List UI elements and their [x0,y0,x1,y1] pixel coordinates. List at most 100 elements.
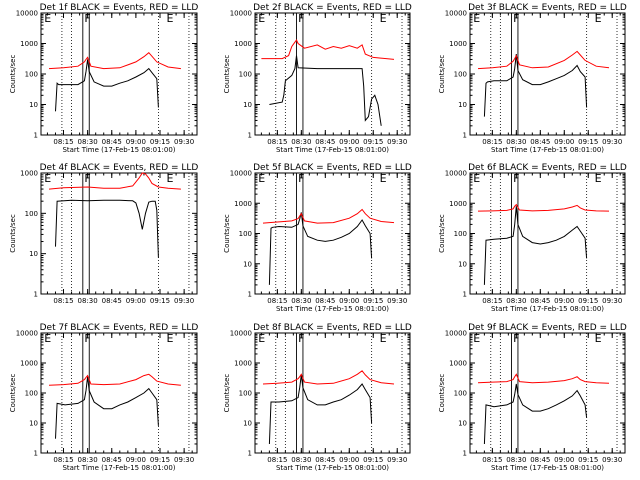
y-tick-label: 1 [248,132,252,140]
x-tick-label: 08:30 [78,138,98,146]
y-tick-label: 100 [239,71,252,79]
series-line-events [269,55,382,126]
x-tick-label: 09:15 [150,456,170,464]
x-axis-label: Start Time (17-Feb-15 08:01:00) [491,464,604,472]
y-axis-label: Counts/sec [438,374,446,413]
interval-marker-E: E [44,172,51,185]
y-tick-label: 1 [463,450,467,458]
x-tick-label: 08:15 [53,456,73,464]
x-tick-label: 08:45 [102,456,122,464]
plot-frame [40,172,198,295]
x-tick-label: 08:30 [506,456,526,464]
x-tick-label: 08:30 [78,297,98,305]
x-tick-label: 08:45 [315,138,335,146]
x-tick-label: 09:15 [363,297,383,305]
x-tick-label: 08:30 [291,456,311,464]
x-axis-label: Start Time (17-Feb-15 08:01:00) [491,305,604,313]
interval-marker-F: F [84,332,90,345]
y-tick-label: 10 [243,260,252,268]
y-tick-label: 100 [454,71,467,79]
interval-marker-F: F [298,12,304,25]
y-tick-label: 1000 [449,360,467,368]
x-tick-label: 09:00 [126,456,146,464]
y-tick-label: 10000 [445,330,467,338]
x-axis-label: Start Time (17-Feb-15 08:01:00) [276,305,389,313]
y-axis-label: Counts/sec [438,214,446,253]
x-tick-label: 09:30 [602,138,622,146]
y-tick-label: 100 [25,390,38,398]
plot-frame [469,172,626,295]
x-tick-label: 09:00 [554,297,574,305]
x-tick-label: 09:15 [578,138,598,146]
interval-marker-E: E [380,172,387,185]
y-tick-label: 1000 [234,200,252,208]
x-tick-label: 09:30 [387,297,407,305]
y-axis-label: Counts/sec [9,374,17,413]
panel-det-7: Det 7f BLACK = Events, RED = LLD 1 10 100 10… [9,323,198,472]
y-tick-label: 1 [463,132,467,140]
y-tick-label: 10 [458,260,467,268]
panel-title: Det 3f BLACK = Events, RED = LLD [468,3,627,13]
x-tick-label: 09:00 [126,297,146,305]
y-tick-label: 10000 [230,330,252,338]
series-line-events [55,199,159,258]
y-tick-label: 10 [29,250,38,258]
panel-det-6: Det 6f BLACK = Events, RED = LLD 1 10 100 10… [438,163,627,313]
interval-marker-F: F [298,332,304,345]
x-tick-label: 08:45 [315,297,335,305]
panel-title: Det 8f BLACK = Events, RED = LLD [253,323,412,333]
x-axis-label: Start Time (17-Feb-15 08:01:00) [276,146,389,154]
y-tick-label: 1 [463,291,467,299]
panel-title: Det 6f BLACK = Events, RED = LLD [468,163,627,173]
x-tick-label: 09:15 [578,456,598,464]
x-tick-label: 08:45 [102,297,122,305]
x-tick-label: 08:15 [482,297,502,305]
y-tick-label: 100 [239,390,252,398]
interval-marker-E: E [473,12,480,25]
plot-frame [40,12,198,136]
interval-marker-E: E [44,332,51,345]
interval-marker-E: E [473,172,480,185]
x-tick-label: 08:30 [291,297,311,305]
panel-title: Det 5f BLACK = Events, RED = LLD [253,163,412,173]
x-axis-label: Start Time (17-Feb-15 08:01:00) [491,146,604,154]
y-tick-label: 100 [239,230,252,238]
y-tick-label: 100 [454,230,467,238]
series-line-lld [48,52,181,70]
x-tick-label: 08:45 [530,456,550,464]
interval-marker-E: E [595,332,602,345]
interval-marker-E: E [166,172,173,185]
y-axis-label: Counts/sec [223,374,231,413]
x-tick-label: 09:15 [363,456,383,464]
y-tick-label: 1 [34,132,38,140]
y-tick-label: 1000 [20,170,38,178]
x-tick-label: 09:00 [339,456,359,464]
x-tick-label: 09:15 [150,297,170,305]
y-tick-label: 10000 [445,10,467,18]
interval-marker-F: F [84,12,90,25]
x-tick-label: 08:15 [53,297,73,305]
x-tick-label: 09:30 [174,138,194,146]
x-tick-label: 08:30 [291,138,311,146]
x-tick-label: 08:15 [267,138,287,146]
panel-det-8: Det 8f BLACK = Events, RED = LLD 1 10 100 10… [223,323,412,472]
series-line-events [268,374,373,445]
y-tick-label: 10000 [16,10,38,18]
plot-frame [254,332,411,454]
interval-marker-F: F [513,332,519,345]
interval-marker-E: E [166,12,173,25]
y-tick-label: 10 [243,101,252,109]
y-tick-label: 10 [29,420,38,428]
interval-marker-F: F [513,172,519,185]
series-line-lld [477,50,610,70]
x-tick-label: 09:15 [578,297,598,305]
interval-marker-E: E [595,12,602,25]
panel-det-1: Det 1f BLACK = Events, RED = LLD 1 10 100 10… [9,3,198,154]
x-tick-label: 09:00 [554,138,574,146]
y-tick-label: 1 [34,291,38,299]
x-tick-label: 09:30 [602,297,622,305]
plot-frame [469,12,626,136]
y-tick-label: 1 [34,450,38,458]
x-tick-label: 08:30 [506,138,526,146]
x-tick-label: 09:30 [387,138,407,146]
